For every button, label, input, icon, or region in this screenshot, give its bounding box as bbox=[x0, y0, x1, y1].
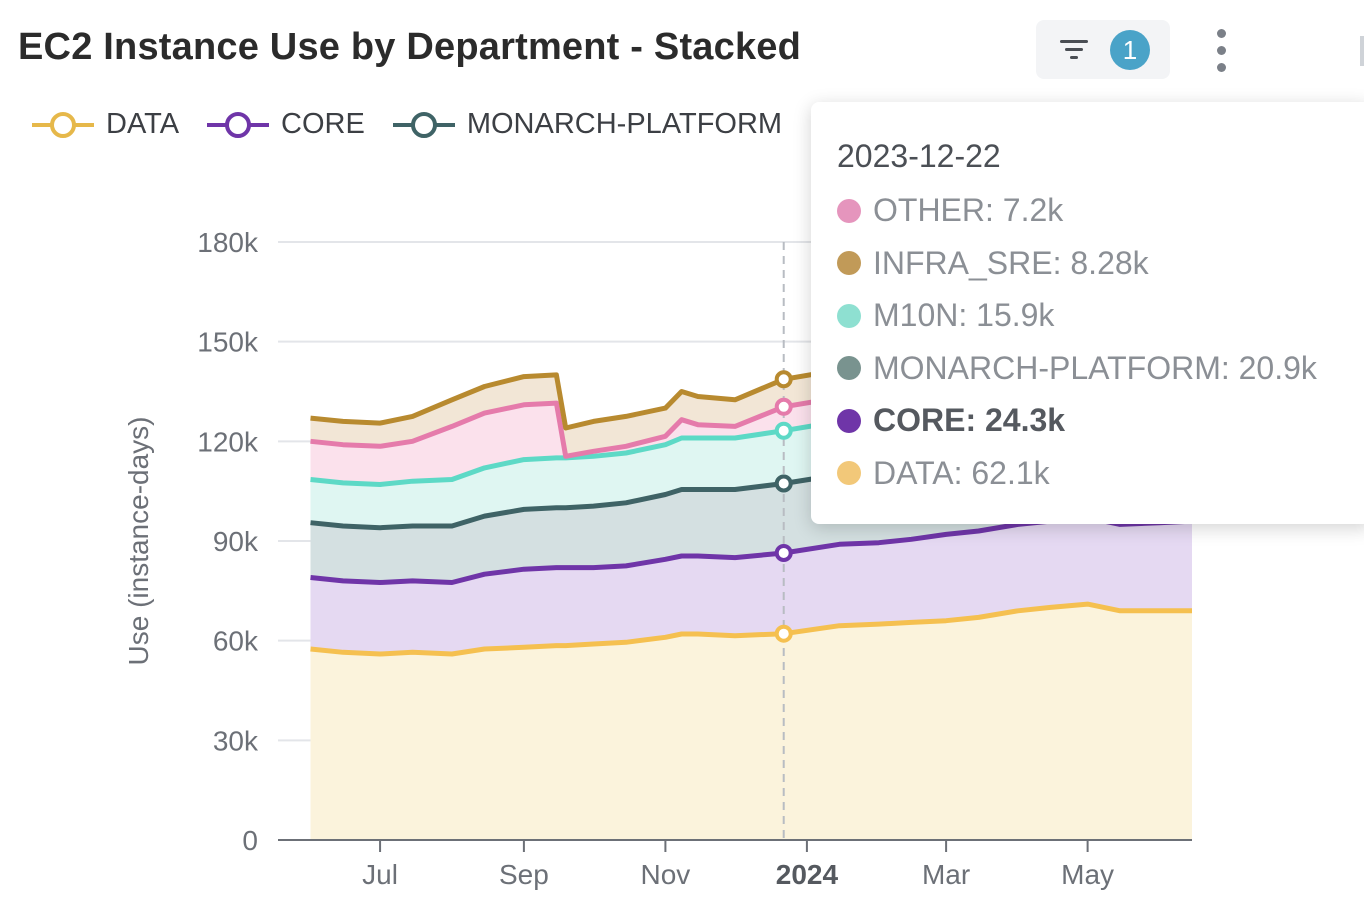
legend-label-monarch-platform: MONARCH-PLATFORM bbox=[466, 108, 783, 140]
filter-button[interactable]: 1 bbox=[1036, 20, 1170, 79]
tooltip-dot bbox=[837, 408, 861, 433]
legend-marker-data bbox=[32, 111, 94, 138]
legend-label-data: DATA bbox=[106, 108, 180, 140]
tooltip: 2023-12-22 OTHER: 7.2k INFRA_SRE: 8.28k M1… bbox=[811, 102, 1364, 524]
tooltip-date: 2023-12-22 bbox=[837, 138, 1001, 174]
filter-icon bbox=[1060, 40, 1088, 59]
chart-title: EC2 Instance Use by Department - Stacked bbox=[18, 26, 802, 68]
tooltip-dot bbox=[837, 356, 861, 380]
x-tick-label: Sep bbox=[499, 859, 549, 890]
tooltip-dot bbox=[837, 303, 861, 328]
tooltip-dot bbox=[837, 461, 861, 485]
y-tick-label: 180k bbox=[197, 227, 259, 258]
tooltip-row: CORE: 24.3k bbox=[837, 402, 1065, 439]
legend-item-data[interactable]: DATA bbox=[32, 108, 179, 141]
y-tick-label: 30k bbox=[213, 725, 259, 756]
tooltip-row: OTHER: 7.2k bbox=[837, 192, 1063, 229]
tooltip-row-label: M10N: 15.9k bbox=[873, 297, 1055, 333]
y-tick-label: 120k bbox=[197, 426, 259, 457]
tooltip-row: MONARCH-PLATFORM: 20.9k bbox=[837, 350, 1317, 387]
filter-count-badge: 1 bbox=[1110, 30, 1150, 70]
tooltip-row-label: CORE: 24.3k bbox=[873, 402, 1066, 438]
y-tick-label: 0 bbox=[242, 825, 258, 856]
tooltip-row: M10N: 15.9k bbox=[837, 297, 1054, 334]
hover-marker-m10n bbox=[774, 421, 793, 440]
x-tick-label: Mar bbox=[922, 859, 970, 890]
legend-label-core: CORE bbox=[281, 108, 365, 140]
more-options-icon[interactable] bbox=[1206, 26, 1236, 76]
tooltip-row-label: MONARCH-PLATFORM: 20.9k bbox=[873, 349, 1317, 386]
tooltip-row: DATA: 62.1k bbox=[837, 455, 1050, 492]
x-tick-label: 2024 bbox=[776, 859, 839, 890]
tooltip-row-label: INFRA_SRE: 8.28k bbox=[873, 244, 1149, 281]
y-axis-label: Use (instance-days) bbox=[123, 417, 154, 666]
tooltip-row-label: DATA: 62.1k bbox=[873, 454, 1050, 491]
y-tick-label: 60k bbox=[213, 626, 259, 657]
x-tick-label: Nov bbox=[641, 859, 691, 890]
tooltip-dot bbox=[837, 198, 861, 223]
area-data bbox=[310, 604, 1192, 840]
x-tick-label: Jul bbox=[362, 859, 398, 890]
hover-marker-other bbox=[774, 397, 793, 416]
tooltip-row-label: OTHER: 7.2k bbox=[873, 192, 1064, 228]
legend-item-core[interactable]: CORE bbox=[207, 108, 365, 141]
area-core bbox=[310, 517, 1192, 654]
tooltip-row: INFRA_SRE: 8.28k bbox=[837, 245, 1149, 282]
line-data bbox=[310, 601, 1192, 657]
hover-marker-data bbox=[774, 624, 793, 643]
y-tick-label: 150k bbox=[197, 327, 259, 358]
hover-marker-monarch-platform bbox=[774, 474, 793, 493]
edge-divider bbox=[1360, 36, 1364, 66]
hover-marker-infra_sre bbox=[774, 370, 793, 389]
legend: DATA CORE MONARCH-PLATFORM bbox=[32, 108, 810, 141]
legend-item-monarch-platform[interactable]: MONARCH-PLATFORM bbox=[392, 108, 783, 141]
tooltip-dot bbox=[837, 251, 861, 275]
x-tick-label: May bbox=[1061, 859, 1114, 890]
legend-marker-core bbox=[207, 111, 270, 138]
legend-marker-monarch-platform bbox=[392, 111, 455, 138]
hover-marker-core bbox=[774, 543, 793, 562]
y-tick-label: 90k bbox=[213, 526, 259, 557]
